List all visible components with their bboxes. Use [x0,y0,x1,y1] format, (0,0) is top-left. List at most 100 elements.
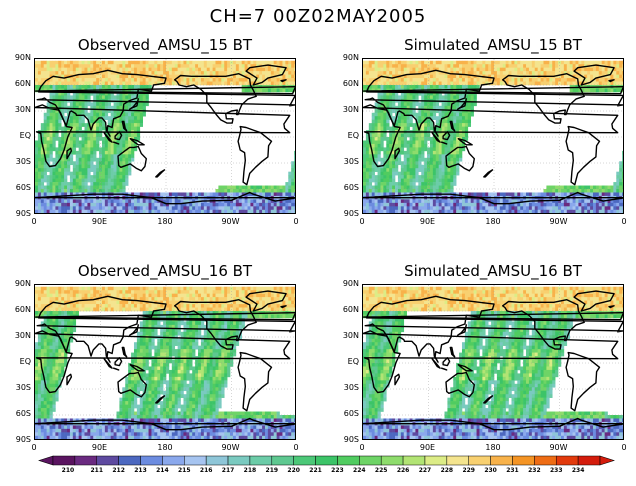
data-cell [247,189,251,193]
data-cell [371,199,375,204]
data-cell [49,143,53,148]
data-cell [139,60,144,65]
data-cell [96,95,100,100]
data-cell [380,143,384,148]
data-cell [262,74,266,79]
data-cell [78,119,82,124]
data-cell [444,150,448,155]
data-cell [421,175,425,179]
data-cell [35,60,39,65]
data-cell [288,213,291,214]
data-cell [259,213,262,214]
coastline [364,69,623,137]
data-cell [500,213,503,214]
data-cell [125,98,129,103]
data-cell [177,199,181,204]
data-cell [622,64,623,68]
data-cell [424,85,428,89]
data-cell [67,140,71,145]
data-cell [409,60,413,65]
data-cell [183,202,187,207]
data-cell [461,147,466,152]
data-cell [464,126,469,131]
data-cell [363,85,367,89]
data-cell [145,209,149,213]
data-cell [55,137,59,141]
coastline [431,131,441,143]
data-cell [104,102,109,107]
coastline [565,125,601,186]
data-cell [438,199,442,204]
data-cell [200,71,205,75]
data-cell [160,60,164,65]
data-cell [55,213,58,214]
data-cell [447,60,451,65]
data-cell [380,98,384,103]
data-cell [415,175,419,179]
data-cell [294,78,295,82]
data-cell [403,105,407,110]
data-cell [543,202,547,207]
coastline [445,145,476,172]
data-cell [520,206,524,211]
data-cell [389,171,393,176]
data-cell [145,202,149,207]
data-cell [189,286,193,291]
data-cell [87,290,91,294]
data-cell [75,154,79,159]
data-cell [409,91,413,96]
data-cell [383,213,386,214]
data-cell [371,178,375,183]
data-cell [136,74,141,79]
data-cell [447,206,451,211]
data-cell [268,213,271,214]
data-cell [395,150,399,155]
data-cell [456,81,460,86]
data-cell [110,71,114,75]
data-cell [424,116,428,120]
data-cell [432,182,437,186]
data-cell [125,140,129,145]
data-cell [365,143,370,148]
data-cell [49,189,53,193]
data-cell [81,137,85,141]
data-cell [206,206,210,211]
data-cell [160,213,163,214]
data-cell [450,168,454,172]
data-cell [250,199,254,204]
data-cell [131,140,135,145]
data-cell [209,64,213,68]
data-cell [369,213,372,214]
data-cell [131,102,135,107]
data-cell [267,81,272,86]
data-cell [363,164,367,169]
data-cell [406,147,410,152]
data-cell [133,133,138,138]
data-cell [491,67,495,72]
data-cell [96,109,100,114]
data-cell [397,60,402,65]
data-cell [35,202,39,207]
data-cell [107,78,111,82]
data-cell [96,60,100,65]
data-cell [368,209,373,213]
data-cell [192,78,196,82]
data-cell [456,95,460,100]
data-cell [377,202,381,207]
data-cell [142,206,146,211]
data-cell [374,202,378,207]
data-cell [392,133,396,138]
data-cell [488,192,492,197]
data-cell [142,192,146,197]
data-cell [40,171,45,176]
data-cell [368,164,373,169]
data-cell [253,71,257,75]
data-cell [259,199,263,204]
data-cell [119,140,123,145]
data-cell [151,71,155,75]
data-cell [58,102,62,107]
data-cell [456,102,460,107]
data-cell [122,60,126,65]
data-cell [374,175,378,179]
data-cell [444,126,448,131]
